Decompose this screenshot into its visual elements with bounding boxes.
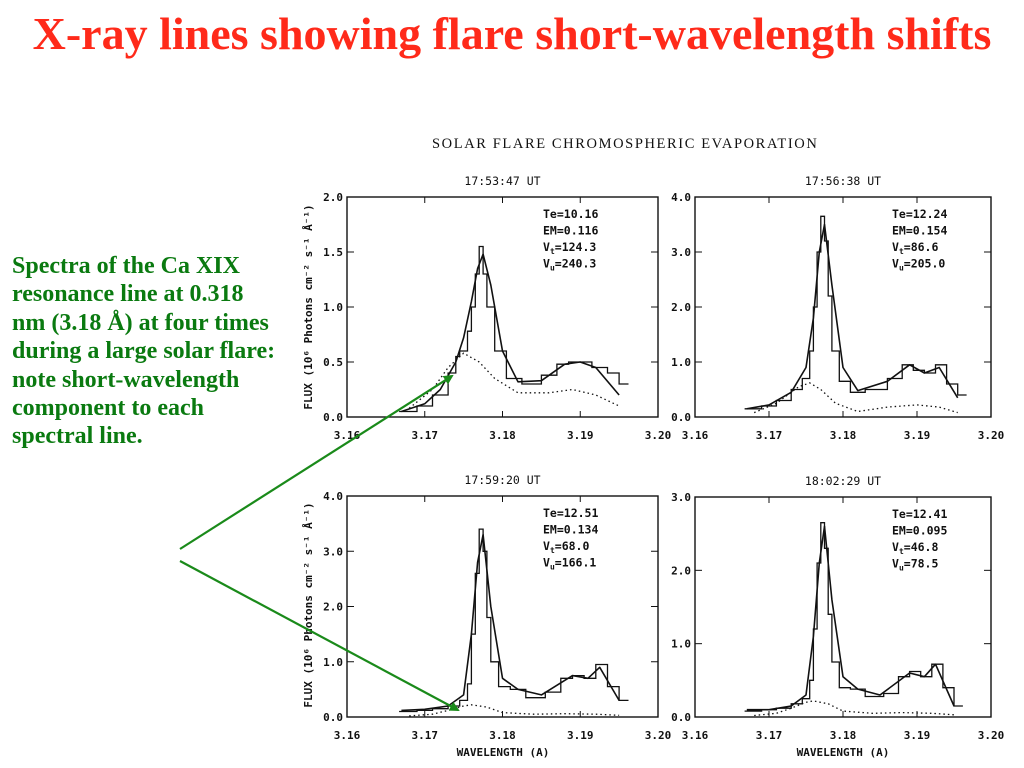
arrow-to-bottom-panel-component — [179, 560, 460, 711]
x-tick-label: 3.19 — [904, 729, 931, 742]
spectrum-panel-4: 18:02:29 UT 3.16 3.17 3.18 3.19 3.20 0.0 1.0 2.0… — [671, 474, 1004, 742]
y-tick-label: 1.0 — [671, 638, 691, 651]
y-tick-label: 1.5 — [323, 246, 343, 259]
fit-parameter-label: Vu=240.3 — [543, 257, 596, 273]
fit-parameter-label: Te=12.24 — [892, 207, 947, 221]
figure-suptitle: SOLAR FLARE CHROMOSPHERIC EVAPORATION — [432, 136, 819, 152]
fit-parameter-label: Vu=166.1 — [543, 556, 596, 572]
y-tick-label: 3.0 — [323, 545, 343, 558]
y-tick-label: 4.0 — [323, 490, 343, 503]
x-tick-label: 3.19 — [567, 429, 594, 442]
figure-caption: Spectra of the Ca XIX resonance line at … — [12, 253, 276, 450]
fit-parameter-label: EM=0.095 — [892, 524, 947, 538]
fit-parameter-label: Vt=86.6 — [892, 240, 938, 256]
y-axis-label: FLUX (10⁶ Photons cm⁻² s⁻¹ Å⁻¹) — [302, 204, 315, 409]
x-tick-label: 3.17 — [756, 429, 783, 442]
x-tick-label: 3.16 — [682, 729, 709, 742]
y-tick-label: 4.0 — [671, 191, 691, 204]
x-tick-label: 3.18 — [830, 429, 857, 442]
fit-parameter-label: Te=12.41 — [892, 507, 947, 521]
x-axis-label: WAVELENGTH (A) — [797, 746, 890, 759]
y-tick-label: 2.0 — [323, 191, 343, 204]
slide-title: X-ray lines showing flare short-waveleng… — [32, 8, 992, 59]
blueshifted-component-line — [754, 700, 955, 717]
model-fit-line — [746, 525, 955, 711]
y-tick-label: 3.0 — [671, 491, 691, 504]
x-tick-label: 3.18 — [830, 729, 857, 742]
y-tick-label: 1.0 — [323, 656, 343, 669]
y-tick-label: 2.0 — [671, 301, 691, 314]
x-tick-label: 3.17 — [756, 729, 783, 742]
y-tick-label: 1.0 — [671, 356, 691, 369]
x-tick-label: 3.16 — [682, 429, 709, 442]
x-tick-label: 3.20 — [645, 729, 672, 742]
x-tick-label: 3.17 — [412, 729, 439, 742]
fit-parameter-label: Te=10.16 — [543, 207, 598, 221]
x-tick-label: 3.20 — [978, 729, 1005, 742]
blueshifted-component-line — [408, 352, 620, 409]
fit-parameter-label: EM=0.154 — [892, 224, 947, 238]
fit-parameter-label: Vu=78.5 — [892, 557, 938, 573]
x-tick-label: 3.18 — [489, 729, 516, 742]
y-tick-label: 3.0 — [671, 246, 691, 259]
x-tick-label: 3.20 — [645, 429, 672, 442]
x-tick-label: 3.20 — [978, 429, 1005, 442]
spectrum-panel-1: 17:53:47 UT3.16 3.17 3.18 3.19 3.200.00.51.0… — [323, 174, 671, 442]
y-tick-label: 2.0 — [671, 564, 691, 577]
panel-title: 17:53:47 UT — [464, 174, 540, 188]
y-tick-label: 0.0 — [671, 411, 691, 424]
arrow-to-top-panel-component — [179, 374, 454, 550]
x-tick-label: 3.16 — [334, 729, 361, 742]
fit-parameter-label: Vu=205.0 — [892, 257, 945, 273]
y-tick-label: 0.0 — [323, 711, 343, 724]
panel-title: 17:59:20 UT — [464, 473, 540, 487]
fit-parameter-label: Vt=46.8 — [892, 540, 938, 556]
x-tick-label: 3.17 — [412, 429, 439, 442]
y-tick-label: 2.0 — [323, 601, 343, 614]
x-axis-label: WAVELENGTH (A) — [457, 746, 550, 759]
y-axis-label: FLUX (10⁶ Photons cm⁻² s⁻¹ Å⁻¹) — [302, 502, 315, 707]
panel-title: 18:02:29 UT — [805, 474, 881, 488]
fit-parameter-label: Vt=68.0 — [543, 539, 589, 555]
y-tick-label: 0.5 — [323, 356, 343, 369]
spectrum-panel-2: 17:56:38 UT 3.16 3.17 3.18 3.19 3.20 0.0 1.0 2.0… — [671, 174, 1004, 442]
y-tick-label: 0.0 — [671, 711, 691, 724]
x-tick-label: 3.18 — [489, 429, 516, 442]
y-tick-label: 1.0 — [323, 301, 343, 314]
x-tick-label: 3.19 — [904, 429, 931, 442]
fit-parameter-label: Vt=124.3 — [543, 240, 596, 256]
fit-parameter-label: Te=12.51 — [543, 506, 598, 520]
model-fit-line — [746, 223, 959, 410]
plot-frame — [346, 196, 659, 418]
fit-parameter-label: EM=0.134 — [543, 523, 598, 537]
plot-frame — [346, 495, 659, 718]
panel-title: 17:56:38 UT — [805, 174, 881, 188]
spectrum-panel-3: 17:59:20 UT 3.16 3.17 3.18 3.19 3.20 0.0 1.0 2.0… — [323, 473, 671, 742]
fit-parameter-label: EM=0.116 — [543, 224, 598, 238]
y-tick-label: 0.0 — [323, 411, 343, 424]
x-tick-label: 3.19 — [567, 729, 594, 742]
